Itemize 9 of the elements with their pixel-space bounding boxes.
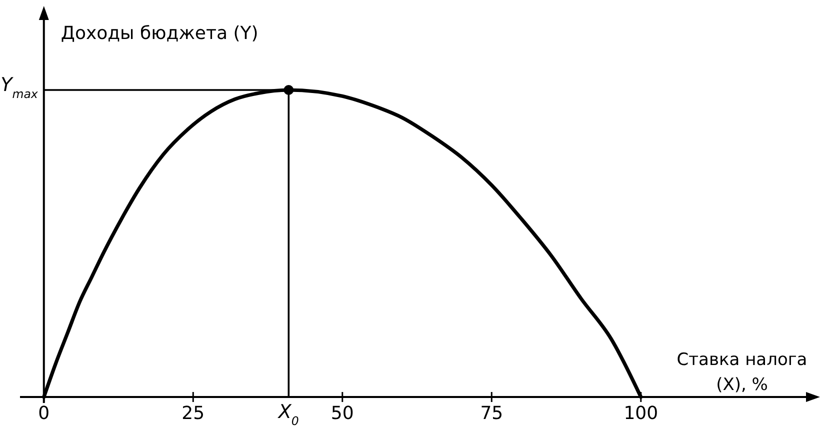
x-tick-label: 25: [182, 403, 205, 424]
x-tick-label: 50: [330, 403, 354, 424]
x-tick-label: 0: [38, 403, 50, 424]
x-tick-label: 75: [480, 403, 504, 424]
x-axis-title: Ставка налога (X), %: [676, 350, 808, 395]
x-tick-label: 100: [624, 403, 658, 424]
annotation: X$_{0}$: [277, 401, 299, 428]
annotation: Y$_{max}$: [0, 74, 39, 101]
y-axis-title: Доходы бюджета (Y): [60, 23, 258, 44]
